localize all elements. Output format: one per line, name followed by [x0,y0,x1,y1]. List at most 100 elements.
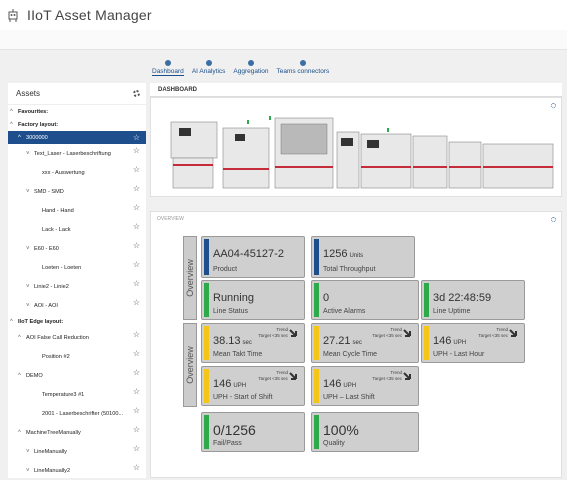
tree-item-label: Lack - Lack [42,226,71,233]
tree-item[interactable]: ^ Favourites: [8,105,146,118]
favourite-star-icon[interactable]: ☆ [132,463,140,472]
caret-up-icon[interactable]: ^ [18,334,21,341]
favourite-star-icon[interactable]: ☆ [132,298,140,307]
tab-aggregation[interactable]: Aggregation [231,60,270,82]
tab-ai-analytics[interactable]: AI Analytics [190,60,228,82]
favourite-star-icon[interactable]: ☆ [132,184,140,193]
tree-item-label: Loeten - Loeten [42,264,82,271]
gear-icon[interactable] [133,90,140,97]
tree-item-label: LineManually [34,448,67,455]
tree-item[interactable]: Position #2 ☆ [8,347,146,366]
kpi-tile[interactable]: 3d 22:48:59 Line Uptime [421,280,525,320]
favourite-star-icon[interactable]: ☆ [132,241,140,250]
tree-item[interactable]: ˅ Text_Laser - Laserbeschriftung ☆ [8,144,146,163]
kpi-tile[interactable]: 0/1256 Fail/Pass [201,412,305,452]
kpi-tile[interactable]: 146 UPH UPH – Last Shift Trend Target <35 se… [311,366,419,406]
favourite-star-icon[interactable]: ☆ [132,165,140,174]
tree-item[interactable]: ^ 3000000 ☆ [8,131,146,144]
caret-down-icon[interactable]: ˅ [26,283,30,290]
kpi-label: Mean Takt Time [213,351,263,358]
tree-item[interactable]: ^ MachineTreeManually ☆ [8,423,146,442]
caret-down-icon[interactable]: ˅ [26,467,30,474]
tree-item[interactable]: ^ DEMO ☆ [8,366,146,385]
kpi-tile[interactable]: Running Line Status [201,280,305,320]
kpi-unit: sec [242,340,252,346]
tree-item[interactable]: Hand - Hand ☆ [8,201,146,220]
favourite-star-icon[interactable]: ☆ [132,133,140,142]
favourite-star-icon[interactable]: ☆ [132,444,140,453]
caret-down-icon[interactable]: ˅ [26,188,30,195]
kpi-tile[interactable]: 27.21 sec Mean Cycle Time Trend Target <35 s… [311,323,419,363]
status-bar [314,326,319,360]
favourite-star-icon[interactable]: ☆ [132,349,140,358]
top-bar: IIoT Asset Manager [0,0,567,30]
caret-up-icon[interactable]: ^ [10,108,13,115]
trend-arrow-icon [289,372,297,380]
kpi-tile[interactable]: 146 UPH UPH - Last Hour Trend Target <35 sec [421,323,525,363]
tree-item[interactable]: ˅ SMD - SMD ☆ [8,182,146,201]
tree-item[interactable]: ˅ E60 - E60 ☆ [8,239,146,258]
kpi-label: Line Status [213,308,249,315]
favourite-star-icon[interactable]: ☆ [132,406,140,415]
caret-up-icon[interactable]: ^ [18,372,21,379]
tree-item[interactable]: Lack - Lack ☆ [8,220,146,239]
tree-item[interactable]: ^ IIoT Edge layout: [8,315,146,328]
favourite-star-icon[interactable]: ☆ [132,203,140,212]
favourite-star-icon[interactable]: ☆ [132,425,140,434]
trend-label: Trend [390,327,402,332]
tree-item[interactable]: ˅ Linie2 - Linie2 ☆ [8,277,146,296]
kpi-value-text: 27.21 [323,335,351,347]
caret-up-icon[interactable]: ^ [10,318,13,325]
status-bar [424,326,429,360]
kpi-label: UPH - Last Hour [433,351,485,358]
favourite-star-icon[interactable]: ☆ [132,279,140,288]
gear-icon[interactable] [551,103,556,108]
favourite-star-icon[interactable]: ☆ [132,330,140,339]
caret-up-icon[interactable]: ^ [18,429,21,436]
tab-dashboard[interactable]: Dashboard [150,60,186,82]
tree-item[interactable]: xxx - Auswertung ☆ [8,163,146,182]
group-label: Overview [185,259,196,297]
favourite-star-icon[interactable]: ☆ [132,387,140,396]
favourite-star-icon[interactable]: ☆ [132,368,140,377]
tab-label: Dashboard [152,68,184,76]
header-band [0,30,567,50]
tree-item[interactable]: ˅ LineManually ☆ [8,442,146,461]
tree-item-label: AOI - AOI [34,302,58,309]
tree-item[interactable]: ˅ LineManually2 ☆ [8,461,146,480]
tree-item-label: SMD - SMD [34,188,64,195]
kpi-tile[interactable]: 100% Quality [311,412,419,452]
tree-item[interactable]: ^ Factory layout: [8,118,146,131]
kpi-value-text: 38.13 [213,335,241,347]
kpi-value-text: 146 [213,378,232,390]
trend-label: Trend [496,327,508,332]
kpi-tile[interactable]: 38.13 sec Mean Takt Time Trend Target <35 se… [201,323,305,363]
tree-item[interactable]: ˅ AOI - AOI ☆ [8,296,146,315]
caret-down-icon[interactable]: ˅ [26,448,30,455]
favourite-star-icon[interactable]: ☆ [132,146,140,155]
caret-down-icon[interactable]: ˅ [26,150,30,157]
kpi-tile[interactable]: AA04-45127-2 Product [201,236,305,278]
trend-block: Trend Target <35 sec [372,327,402,339]
tree-item[interactable]: 2001 - Laserbeschrifter (50100... ☆ [8,404,146,423]
tab-teams-connectors[interactable]: Teams connectors [274,60,331,82]
tree-item[interactable]: Temperature3 #1 ☆ [8,385,146,404]
caret-up-icon[interactable]: ^ [18,134,21,141]
kpi-value: 0 [323,292,329,304]
app-title: IIoT Asset Manager [27,7,152,23]
tree-item-label: E60 - E60 [34,245,59,252]
tree-item[interactable]: Loeten - Loeten ☆ [8,258,146,277]
favourite-star-icon[interactable]: ☆ [132,260,140,269]
gear-icon[interactable] [551,217,556,222]
kpi-tile[interactable]: 0 Active Alarms [311,280,419,320]
tree-item[interactable]: ^ AOI False Call Reduction ☆ [8,328,146,347]
caret-up-icon[interactable]: ^ [10,121,13,128]
caret-down-icon[interactable]: ˅ [26,302,30,309]
status-bar [424,283,429,317]
kpi-tile[interactable]: 1256 Units Total Throughput [311,236,415,278]
kpi-value-text: 146 [323,378,342,390]
caret-down-icon[interactable]: ˅ [26,245,30,252]
tree-item-label: xxx - Auswertung [42,169,85,176]
kpi-tile[interactable]: 146 UPH UPH - Start of Shift Trend Target <3… [201,366,305,406]
favourite-star-icon[interactable]: ☆ [132,222,140,231]
